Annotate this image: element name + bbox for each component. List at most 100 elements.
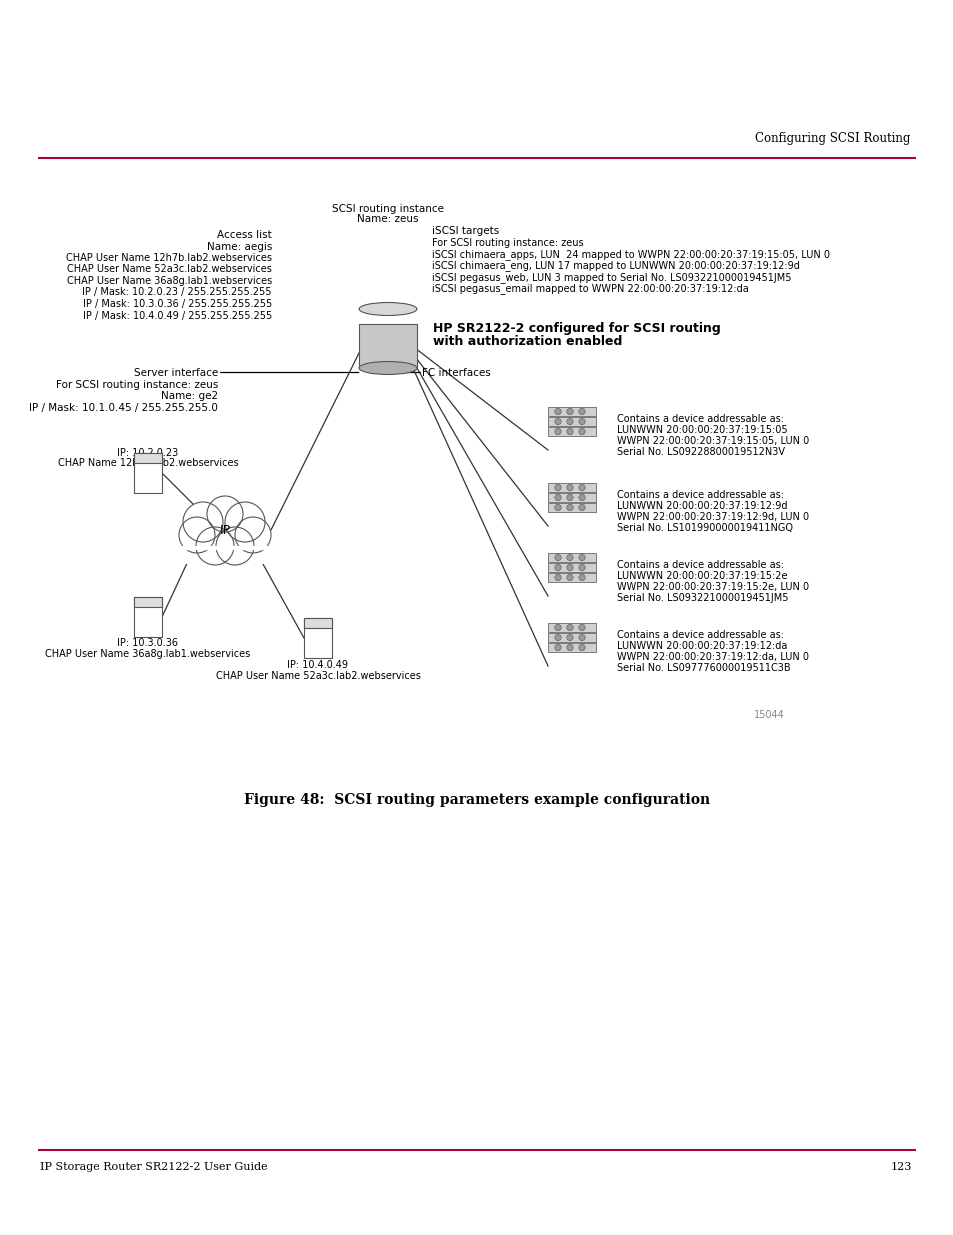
Text: LUNWWN 20:00:00:20:37:19:15:05: LUNWWN 20:00:00:20:37:19:15:05 [617,425,787,435]
Text: Contains a device addressable as:: Contains a device addressable as: [617,630,783,640]
Circle shape [566,574,573,580]
Circle shape [555,625,560,631]
Text: IP: 10.3.0.36: IP: 10.3.0.36 [117,638,178,648]
Text: Figure 48:  SCSI routing parameters example configuration: Figure 48: SCSI routing parameters examp… [244,793,709,806]
Text: Name: ge2: Name: ge2 [161,391,218,401]
Bar [547,483,596,492]
Text: HP SR2122-2 configured for SCSI routing: HP SR2122-2 configured for SCSI routing [433,322,720,335]
Circle shape [578,555,584,561]
Text: WWPN 22:00:00:20:37:19:15:05, LUN 0: WWPN 22:00:00:20:37:19:15:05, LUN 0 [617,436,808,446]
Text: IP: 10.4.0.49: IP: 10.4.0.49 [287,659,348,671]
Circle shape [566,564,573,571]
Text: SCSI routing instance: SCSI routing instance [332,204,443,214]
Text: CHAP User Name 12h7b.lab2.webservices: CHAP User Name 12h7b.lab2.webservices [66,253,272,263]
Circle shape [578,484,584,490]
Bar [547,553,596,562]
Bar [547,643,596,652]
Text: IP / Mask: 10.3.0.36 / 255.255.255.255: IP / Mask: 10.3.0.36 / 255.255.255.255 [83,299,272,309]
Circle shape [578,419,584,425]
Circle shape [183,501,223,542]
Circle shape [555,409,560,415]
Bar [547,427,596,436]
Text: Serial No. LS093221000019451JM5: Serial No. LS093221000019451JM5 [617,593,788,603]
Text: Serial No. LS09228800019512N3V: Serial No. LS09228800019512N3V [617,447,784,457]
Circle shape [578,494,584,500]
Text: WWPN 22:00:00:20:37:19:15:2e, LUN 0: WWPN 22:00:00:20:37:19:15:2e, LUN 0 [617,582,808,592]
Text: CHAP User Name 36a8g.lab1.webservices: CHAP User Name 36a8g.lab1.webservices [67,275,272,287]
Circle shape [215,527,253,564]
Text: WWPN 22:00:00:20:37:19:12:9d, LUN 0: WWPN 22:00:00:20:37:19:12:9d, LUN 0 [617,513,808,522]
Text: IP: 10.2.0.23: IP: 10.2.0.23 [117,448,178,458]
Bar [547,634,596,642]
Text: iSCSI chimaera_eng, LUN 17 mapped to LUNWWN 20:00:00:20:37:19:12:9d: iSCSI chimaera_eng, LUN 17 mapped to LUN… [432,261,799,272]
Circle shape [578,574,584,580]
Circle shape [566,484,573,490]
Text: CHAP Name 12h7b.lab2.webservices: CHAP Name 12h7b.lab2.webservices [57,458,238,468]
Text: IP Storage Router SR2122-2 User Guide: IP Storage Router SR2122-2 User Guide [40,1162,268,1172]
Text: iSCSI chimaera_apps, LUN  24 mapped to WWPN 22:00:00:20:37:19:15:05, LUN 0: iSCSI chimaera_apps, LUN 24 mapped to WW… [432,249,829,259]
Text: Access list: Access list [217,230,272,240]
Bar [547,573,596,582]
Bar [133,453,162,493]
Circle shape [225,501,265,542]
Text: CHAP User Name 36a8g.lab1.webservices: CHAP User Name 36a8g.lab1.webservices [46,650,251,659]
Text: Contains a device addressable as:: Contains a device addressable as: [617,414,783,424]
Circle shape [555,645,560,651]
Circle shape [578,429,584,435]
Circle shape [566,625,573,631]
Text: Configuring SCSI Routing: Configuring SCSI Routing [754,132,909,144]
Text: WWPN 22:00:00:20:37:19:12:da, LUN 0: WWPN 22:00:00:20:37:19:12:da, LUN 0 [617,652,808,662]
Text: 15044: 15044 [753,710,784,720]
Text: Serial No. LS097776000019511C3B: Serial No. LS097776000019511C3B [617,663,790,673]
Text: IP: IP [219,524,231,536]
Text: CHAP User Name 52a3c.lab2.webservices: CHAP User Name 52a3c.lab2.webservices [67,264,272,274]
Text: Name: aegis: Name: aegis [207,242,272,252]
Circle shape [555,574,560,580]
Bar [133,597,162,637]
Circle shape [195,527,233,564]
Bar [547,493,596,501]
Circle shape [555,419,560,425]
Circle shape [578,504,584,511]
Text: IP / Mask: 10.4.0.49 / 255.255.255.255: IP / Mask: 10.4.0.49 / 255.255.255.255 [83,310,272,321]
Circle shape [179,517,214,553]
Circle shape [566,504,573,511]
Bar [358,324,416,368]
Circle shape [578,635,584,641]
Bar [133,597,162,606]
Text: Contains a device addressable as:: Contains a device addressable as: [617,490,783,500]
Circle shape [207,496,243,532]
Text: with authorization enabled: with authorization enabled [433,335,621,348]
Circle shape [555,484,560,490]
Circle shape [555,564,560,571]
Circle shape [566,429,573,435]
Bar [547,408,596,416]
Circle shape [566,555,573,561]
Ellipse shape [358,303,416,315]
Circle shape [566,419,573,425]
Text: LUNWWN 20:00:00:20:37:19:12:da: LUNWWN 20:00:00:20:37:19:12:da [617,641,786,651]
Text: 123: 123 [890,1162,911,1172]
Text: Name: zeus: Name: zeus [356,214,418,224]
Text: For SCSI routing instance: zeus: For SCSI routing instance: zeus [432,237,583,247]
Bar [547,503,596,513]
Bar [304,618,332,629]
Text: IP / Mask: 10.1.0.45 / 255.255.255.0: IP / Mask: 10.1.0.45 / 255.255.255.0 [30,403,218,412]
Circle shape [578,645,584,651]
Text: LUNWWN 20:00:00:20:37:19:12:9d: LUNWWN 20:00:00:20:37:19:12:9d [617,501,786,511]
Circle shape [566,635,573,641]
Bar [133,453,162,463]
Circle shape [555,555,560,561]
Text: Contains a device addressable as:: Contains a device addressable as: [617,559,783,571]
Circle shape [578,564,584,571]
Text: iSCSI pegasus_web, LUN 3 mapped to Serial No. LS093221000019451JM5: iSCSI pegasus_web, LUN 3 mapped to Seria… [432,272,791,283]
Bar [547,622,596,632]
Bar [547,417,596,426]
Text: LUNWWN 20:00:00:20:37:19:15:2e: LUNWWN 20:00:00:20:37:19:15:2e [617,571,786,580]
Text: Serial No. LS101990000019411NGQ: Serial No. LS101990000019411NGQ [617,522,792,534]
Circle shape [578,409,584,415]
Circle shape [578,625,584,631]
Circle shape [555,504,560,511]
Text: Server interface: Server interface [133,368,218,378]
Circle shape [566,494,573,500]
